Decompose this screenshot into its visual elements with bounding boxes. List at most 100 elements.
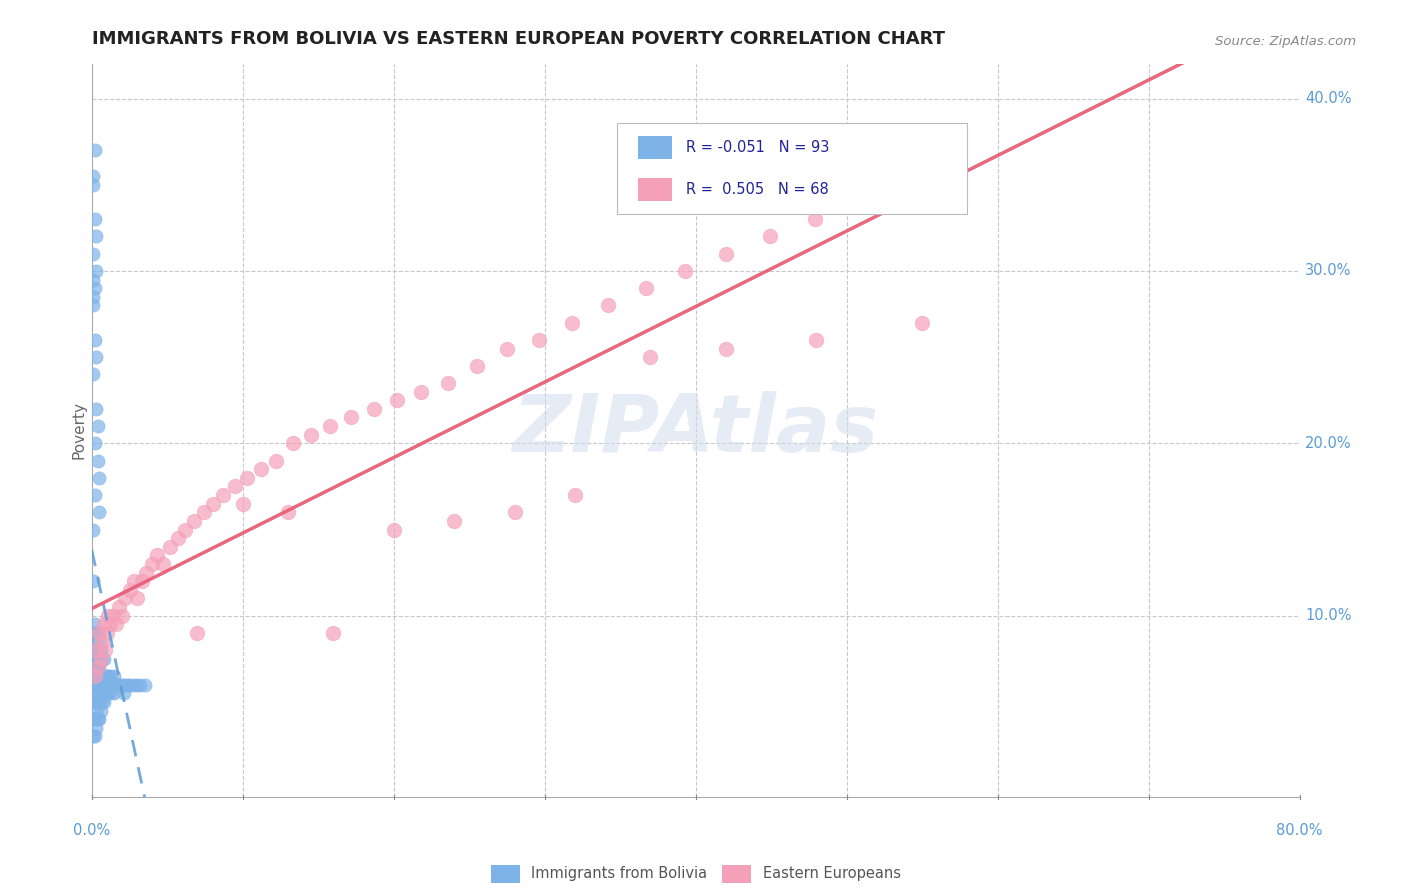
Point bbox=[87, 626, 110, 640]
Point bbox=[86, 704, 108, 718]
Point bbox=[83, 436, 105, 450]
Point bbox=[89, 505, 111, 519]
Point bbox=[640, 350, 662, 364]
Point bbox=[82, 730, 104, 744]
Point bbox=[82, 712, 104, 726]
Point bbox=[82, 678, 104, 692]
Point bbox=[118, 678, 141, 692]
Point bbox=[86, 721, 108, 735]
Point bbox=[91, 695, 114, 709]
Point bbox=[89, 678, 111, 692]
Point bbox=[250, 462, 273, 476]
Text: IMMIGRANTS FROM BOLIVIA VS EASTERN EUROPEAN POVERTY CORRELATION CHART: IMMIGRANTS FROM BOLIVIA VS EASTERN EUROP… bbox=[91, 30, 945, 48]
Point bbox=[714, 246, 737, 260]
Point bbox=[86, 669, 108, 683]
Point bbox=[87, 453, 110, 467]
Point bbox=[212, 488, 235, 502]
Point bbox=[93, 695, 115, 709]
Point bbox=[135, 566, 157, 580]
Point bbox=[83, 212, 105, 227]
Point bbox=[949, 169, 972, 183]
Point bbox=[82, 523, 104, 537]
Point bbox=[117, 678, 139, 692]
Text: 20.0%: 20.0% bbox=[1305, 436, 1351, 450]
Point bbox=[82, 246, 104, 260]
Point bbox=[141, 557, 163, 571]
Point bbox=[83, 143, 105, 157]
Y-axis label: Poverty: Poverty bbox=[72, 401, 86, 459]
Text: ZIPAtlas: ZIPAtlas bbox=[513, 392, 879, 469]
Point bbox=[129, 678, 152, 692]
Bar bbox=[638, 178, 672, 201]
Point bbox=[89, 660, 111, 674]
Point bbox=[385, 393, 408, 408]
Point bbox=[86, 401, 108, 416]
Point bbox=[527, 333, 550, 347]
Point bbox=[87, 678, 110, 692]
Point bbox=[634, 281, 657, 295]
Point bbox=[94, 669, 117, 683]
Point bbox=[112, 686, 135, 700]
Point bbox=[561, 316, 583, 330]
Point bbox=[82, 652, 104, 666]
Point bbox=[89, 626, 111, 640]
Point bbox=[101, 678, 124, 692]
Point bbox=[90, 669, 112, 683]
Point bbox=[91, 634, 114, 648]
Point bbox=[224, 479, 246, 493]
Point bbox=[103, 686, 125, 700]
Point bbox=[319, 419, 342, 434]
Point bbox=[97, 608, 120, 623]
Point bbox=[82, 660, 104, 674]
Point bbox=[83, 634, 105, 648]
Point bbox=[201, 497, 224, 511]
Point bbox=[108, 600, 131, 615]
Text: Source: ZipAtlas.com: Source: ZipAtlas.com bbox=[1215, 35, 1355, 48]
Text: 30.0%: 30.0% bbox=[1305, 263, 1351, 278]
Point bbox=[86, 686, 108, 700]
Point bbox=[83, 730, 105, 744]
Point bbox=[382, 523, 405, 537]
Point bbox=[111, 678, 134, 692]
Point bbox=[83, 695, 105, 709]
Point bbox=[96, 669, 118, 683]
Point bbox=[90, 704, 112, 718]
Point bbox=[82, 290, 104, 304]
Point bbox=[87, 643, 110, 657]
Point bbox=[122, 678, 145, 692]
Point bbox=[89, 471, 111, 485]
Point bbox=[100, 678, 122, 692]
Point bbox=[83, 281, 105, 295]
Point bbox=[87, 419, 110, 434]
Point bbox=[363, 401, 385, 416]
Point bbox=[340, 410, 363, 425]
Point bbox=[806, 333, 828, 347]
Point bbox=[232, 497, 254, 511]
Point bbox=[898, 178, 921, 192]
Point bbox=[98, 669, 121, 683]
Point bbox=[82, 178, 104, 192]
Text: 80.0%: 80.0% bbox=[1277, 823, 1323, 838]
Point bbox=[673, 264, 696, 278]
Point bbox=[82, 169, 104, 183]
Point bbox=[107, 678, 129, 692]
Point bbox=[83, 488, 105, 502]
Point bbox=[93, 678, 115, 692]
Point bbox=[114, 591, 136, 606]
Point bbox=[98, 617, 121, 632]
Point bbox=[94, 643, 117, 657]
Point bbox=[96, 626, 118, 640]
Point bbox=[437, 376, 460, 390]
Text: 40.0%: 40.0% bbox=[1305, 91, 1351, 106]
Point bbox=[598, 298, 620, 312]
Point bbox=[114, 678, 136, 692]
Point bbox=[98, 686, 121, 700]
Point bbox=[101, 608, 124, 623]
Point bbox=[166, 531, 188, 545]
Point bbox=[758, 229, 780, 244]
Point bbox=[87, 660, 110, 674]
Point bbox=[91, 678, 114, 692]
Point bbox=[90, 652, 112, 666]
Point bbox=[299, 427, 322, 442]
Point bbox=[86, 652, 108, 666]
